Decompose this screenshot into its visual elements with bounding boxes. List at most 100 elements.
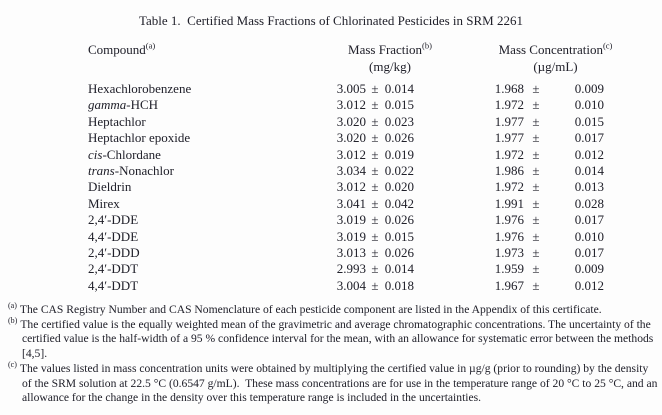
compound-name: Hexachlorobenzene <box>88 81 192 96</box>
compound-cell: trans-Nonachlor <box>88 163 326 179</box>
plus-minus-symbol: ± <box>532 261 540 277</box>
plus-minus-symbol: ± <box>371 179 379 195</box>
plus-minus-symbol: ± <box>532 97 540 113</box>
compound-header-label: Compound <box>88 42 146 57</box>
footnote-ref-c: (c) <box>602 40 613 51</box>
footnote-text-b: The certified value is the equally weigh… <box>20 317 654 361</box>
compound-name: Heptachlor epoxide <box>88 130 191 146</box>
table-row: 2,4′-DDT 2.993 ± 0.014 1.959 ± 0.009 <box>88 261 604 277</box>
plus-minus-symbol: ± <box>371 244 379 260</box>
footnote-ref-b: (b) <box>422 40 432 51</box>
mass-fraction-uncertainty: 0.023 <box>384 113 414 129</box>
mass-concentration-uncertainty: 0.017 <box>574 130 604 146</box>
compound-cell: cis-Chlordane <box>88 147 326 163</box>
compound-cell: 2,4′-DDT <box>88 261 326 277</box>
mass-concentration-uncertainty: 0.010 <box>574 97 604 113</box>
mass-fraction-uncertainty: 0.015 <box>384 228 414 244</box>
mass-fraction-value: 3.034 <box>336 162 366 178</box>
mass-concentration-value: 1.972 <box>494 146 524 162</box>
plus-minus-symbol: ± <box>532 277 540 293</box>
mass-fraction-value: 3.012 <box>336 97 366 113</box>
mass-concentration-uncertainty: 0.009 <box>574 261 604 277</box>
mass-concentration-value: 1.977 <box>494 130 524 146</box>
table-row: 4,4′-DDE 3.019 ± 0.015 1.976 ± 0.010 <box>88 229 604 245</box>
mass-fraction-uncertainty: 0.014 <box>384 261 414 277</box>
table-row: trans-Nonachlor 3.034 ± 0.022 1.986 ± 0.… <box>88 163 604 179</box>
table-row: Heptachlor epoxide 3.020 ± 0.026 1.977 ±… <box>88 130 604 146</box>
footnote-text-a: The CAS Registry Number and CAS Nomencla… <box>19 303 602 316</box>
plus-minus-symbol: ± <box>532 162 540 178</box>
mass-concentration-header-label: Mass Concentration <box>498 42 603 57</box>
mass-fraction-header-label: Mass Fraction <box>348 42 423 57</box>
mass-concentration-uncertainty: 0.015 <box>574 113 604 129</box>
mass-fraction-value: 3.012 <box>336 179 366 195</box>
plus-minus-symbol: ± <box>371 195 379 211</box>
mass-concentration-value: 1.977 <box>494 113 524 129</box>
plus-minus-symbol: ± <box>371 212 379 228</box>
table-row: Mirex 3.041 ± 0.042 1.991 ± 0.028 <box>88 196 604 212</box>
compound-italic-prefix: gamma <box>88 97 127 113</box>
plus-minus-symbol: ± <box>532 228 540 244</box>
mass-fraction-uncertainty: 0.026 <box>384 212 414 228</box>
compound-cell: Mirex <box>88 196 326 212</box>
compound-name: -HCH <box>126 97 159 113</box>
plus-minus-symbol: ± <box>532 179 540 195</box>
compound-name: 2,4′-DDE <box>88 212 139 228</box>
mass-concentration-value: 1.972 <box>494 97 524 113</box>
footnote-marker-a: (a) <box>8 301 17 311</box>
mass-concentration-unit: (µg/mL) <box>533 59 578 74</box>
table-row: Heptachlor 3.020 ± 0.023 1.977 ± 0.015 <box>88 114 604 130</box>
mass-fraction-uncertainty: 0.015 <box>384 97 414 113</box>
table-title: Table 1. Certified Mass Fractions of Chl… <box>139 13 523 28</box>
compound-cell: Hexachlorobenzene <box>88 81 326 97</box>
table-row: 2,4′-DDD 3.013 ± 0.026 1.973 ± 0.017 <box>88 245 604 261</box>
mass-concentration-uncertainty: 0.017 <box>574 244 604 260</box>
mass-fraction-value: 3.004 <box>336 277 366 293</box>
mass-fraction-uncertainty: 0.022 <box>384 162 414 178</box>
table-row: Hexachlorobenzene 3.005 ± 0.014 1.968 ± … <box>88 81 604 97</box>
mass-concentration-value: 1.967 <box>494 277 524 293</box>
mass-fraction-value: 3.020 <box>336 130 366 146</box>
column-gap <box>414 163 484 179</box>
compound-name: Heptachlor <box>88 113 146 129</box>
mass-concentration-uncertainty: 0.013 <box>574 179 604 195</box>
mass-concentration-uncertainty: 0.014 <box>574 162 604 178</box>
plus-minus-symbol: ± <box>532 81 540 96</box>
mass-concentration-value: 1.976 <box>494 228 524 244</box>
mass-fraction-value: 3.012 <box>336 146 366 162</box>
compound-cell: 2,4′-DDD <box>88 245 326 261</box>
mass-fraction-value: 3.019 <box>336 212 366 228</box>
mass-concentration-value: 1.959 <box>494 261 524 277</box>
footnote-text-c: The values listed in mass concentration … <box>19 361 658 405</box>
mass-fraction-uncertainty: 0.018 <box>384 277 414 293</box>
plus-minus-symbol: ± <box>371 113 379 129</box>
mass-fraction-value: 2.993 <box>336 261 366 277</box>
plus-minus-symbol: ± <box>371 97 379 113</box>
column-gap <box>414 245 484 261</box>
mass-concentration-uncertainty: 0.028 <box>574 195 604 211</box>
plus-minus-symbol: ± <box>532 195 540 211</box>
compound-italic-prefix: cis <box>88 146 103 162</box>
table-row: gamma-HCH 3.012 ± 0.015 1.972 ± 0.010 <box>88 97 604 113</box>
compound-name: 4,4′-DDE <box>88 228 139 244</box>
mass-fraction-uncertainty: 0.042 <box>384 195 414 211</box>
plus-minus-symbol: ± <box>371 162 379 178</box>
column-gap <box>414 147 484 163</box>
mass-fraction-value: 3.041 <box>336 195 366 211</box>
footnote-ref-a: (a) <box>145 40 156 51</box>
mass-fraction-uncertainty: 0.014 <box>384 81 414 96</box>
mass-concentration-uncertainty: 0.017 <box>574 212 604 228</box>
column-gap <box>414 196 484 212</box>
mass-concentration-uncertainty: 0.012 <box>574 277 604 293</box>
plus-minus-symbol: ± <box>532 212 540 228</box>
footnote-marker-b: (b) <box>8 315 18 325</box>
column-gap <box>414 81 484 97</box>
column-header-mass-fraction: Mass Fraction(b) (mg/kg) <box>315 41 465 75</box>
column-header-compound: Compound(a) <box>88 41 155 58</box>
mass-concentration-value: 1.972 <box>494 179 524 195</box>
compound-name: 2,4′-DDT <box>88 261 139 277</box>
footnote-a: (a) The CAS Registry Number and CAS Nomen… <box>8 301 658 318</box>
table-row: Dieldrin 3.012 ± 0.020 1.972 ± 0.013 <box>88 179 604 195</box>
mass-concentration-value: 1.973 <box>494 244 524 260</box>
compound-name: Dieldrin <box>88 179 132 195</box>
